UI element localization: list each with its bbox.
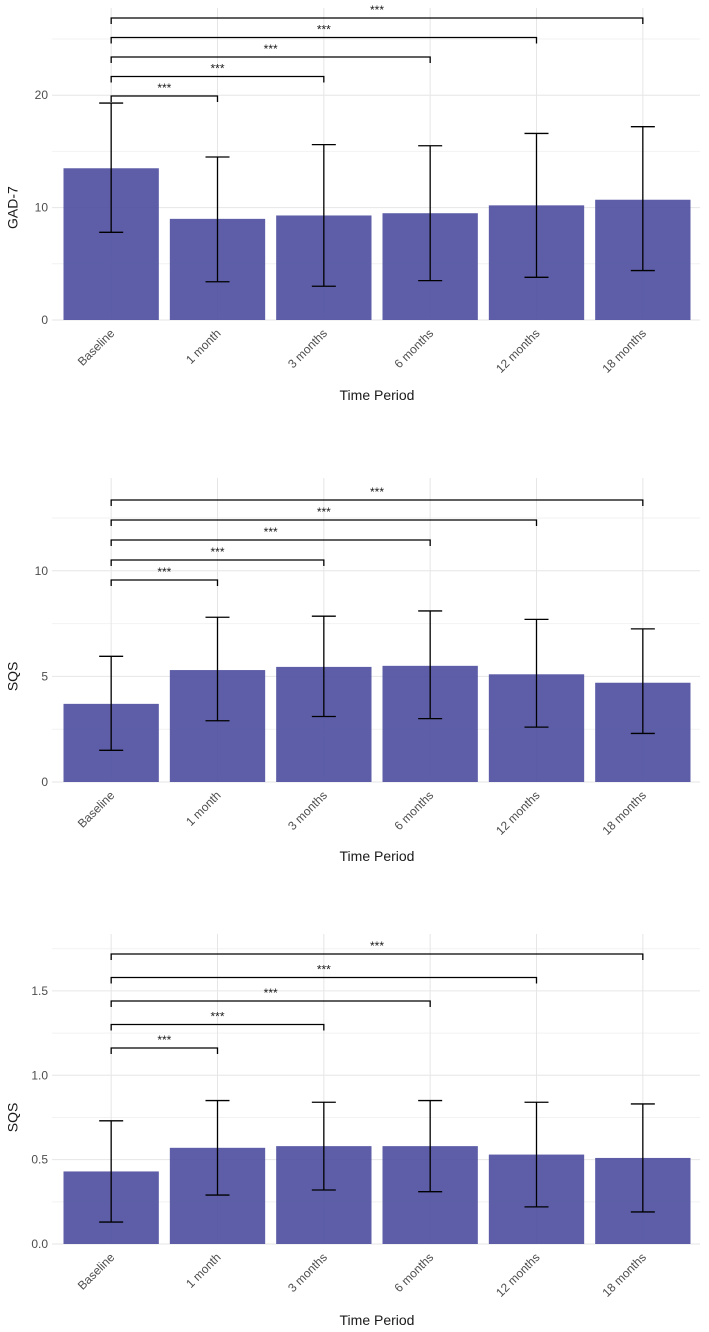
chart-3-significance-bracket-3: *** — [110, 986, 431, 1007]
chart-2-significance-bracket-4: *** — [110, 505, 538, 526]
chart-3-significance-label: *** — [317, 963, 331, 977]
chart-2-y-tick-label: 5 — [41, 669, 48, 683]
chart-2-significance-bracket-5: *** — [110, 485, 644, 506]
chart-1-x-tick-label: 18 months — [599, 326, 649, 376]
chart-1-x-tick-label: 3 months — [285, 326, 330, 371]
chart-1-significance-bracket-4: *** — [110, 23, 538, 44]
chart-2-error-bar-3 — [311, 615, 336, 718]
chart-3-y-tick-label: 1.5 — [31, 984, 48, 998]
chart-1: 0 10 20 *** *** *** *** *** Baseline 1 month 3 mon… — [5, 3, 700, 403]
chart-1-significance-label: *** — [264, 42, 278, 56]
chart-3-x-tick-label: 12 months — [493, 1250, 543, 1300]
chart-1-y-tick-label: 20 — [35, 88, 49, 102]
chart-2-error-bar-5 — [524, 618, 549, 728]
chart-1-significance-label: *** — [157, 81, 171, 95]
chart-1-error-bar-1 — [99, 102, 124, 233]
chart-3-error-bar-4 — [418, 1099, 443, 1193]
chart-2-error-bar-2 — [205, 616, 230, 722]
chart-1-significance-bracket-5: *** — [110, 3, 644, 24]
chart-3-y-tick-label: 0.5 — [31, 1153, 48, 1167]
chart-2-error-bar-4 — [418, 610, 443, 720]
chart-2-significance-label: *** — [157, 565, 171, 579]
chart-2-y-tick-label: 10 — [35, 564, 49, 578]
chart-1-x-tick-label: 1 month — [183, 326, 224, 367]
chart-2-significance-bracket-2: *** — [110, 545, 325, 566]
chart-3: 0.0 0.5 1.0 1.5 *** *** *** *** *** Baseline 1 mon… — [5, 934, 700, 1328]
chart-2-x-tick-label: Baseline — [75, 788, 118, 831]
chart-1-significance-label: *** — [370, 3, 384, 17]
chart-2-significance-label: *** — [264, 525, 278, 539]
chart-1-y-tick-label: 10 — [35, 201, 49, 215]
chart-2-significance-label: *** — [210, 545, 224, 559]
chart-1-significance-label: *** — [317, 23, 331, 37]
chart-1-error-bar-5 — [524, 132, 549, 278]
chart-2-x-tick-label: 18 months — [599, 788, 649, 838]
chart-3-significance-bracket-2: *** — [110, 1010, 325, 1031]
chart-1-significance-label: *** — [210, 62, 224, 76]
chart-2-x-tick-label: 1 month — [183, 788, 224, 829]
chart-3-x-tick-label: 18 months — [599, 1250, 649, 1300]
chart-1-y-tick-label: 0 — [41, 313, 48, 327]
chart-3-error-bar-6 — [630, 1103, 655, 1213]
chart-3-y-tick-label: 0.0 — [31, 1237, 48, 1251]
chart-1-x-tick-label: 12 months — [493, 326, 543, 376]
chart-3-x-tick-label: 6 months — [391, 1250, 436, 1295]
chart-3-error-bar-5 — [524, 1101, 549, 1208]
chart-2-y-axis-title: SQS — [5, 662, 21, 692]
chart-3-significance-bracket-5: *** — [110, 939, 644, 960]
chart-2-significance-label: *** — [370, 485, 384, 499]
chart-3-x-tick-label: 1 month — [183, 1250, 224, 1291]
chart-1-error-bar-6 — [630, 126, 655, 272]
chart-1-x-tick-label: 6 months — [391, 326, 436, 371]
chart-1-error-bar-2 — [205, 156, 230, 283]
chart-1-significance-bracket-1: *** — [110, 81, 219, 102]
chart-2-significance-bracket-3: *** — [110, 525, 431, 546]
chart-3-x-tick-label: Baseline — [75, 1250, 118, 1293]
chart-3-error-bar-1 — [99, 1120, 124, 1223]
chart-3-significance-bracket-1: *** — [110, 1033, 219, 1054]
chart-1-x-tick-label: Baseline — [75, 326, 118, 369]
chart-3-significance-label: *** — [264, 986, 278, 1000]
chart-3-significance-label: *** — [370, 939, 384, 953]
chart-3-significance-label: *** — [210, 1010, 224, 1024]
chart-1-error-bar-3 — [311, 144, 336, 287]
chart-3-significance-label: *** — [157, 1033, 171, 1047]
chart-2-y-tick-label: 0 — [41, 775, 48, 789]
chart-2-x-axis-title: Time Period — [340, 848, 415, 864]
chart-3-x-axis-title: Time Period — [340, 1312, 415, 1328]
chart-3-x-tick-label: 3 months — [285, 1250, 330, 1295]
chart-2-x-tick-label: 3 months — [285, 788, 330, 833]
chart-2-x-tick-label: 6 months — [391, 788, 436, 833]
chart-1-significance-bracket-2: *** — [110, 62, 325, 83]
chart-2-significance-bracket-1: *** — [110, 565, 219, 586]
chart-3-y-axis-title: SQS — [5, 1103, 21, 1133]
chart-2-x-tick-label: 12 months — [493, 788, 543, 838]
chart-1-x-axis-title: Time Period — [340, 387, 415, 403]
chart-3-error-bar-2 — [205, 1099, 230, 1196]
chart-1-significance-bracket-3: *** — [110, 42, 431, 63]
chart-1-error-bar-4 — [418, 145, 443, 282]
chart-2-significance-label: *** — [317, 505, 331, 519]
chart-2-error-bar-1 — [99, 655, 124, 751]
chart-2-error-bar-6 — [630, 628, 655, 735]
chart-3-error-bar-3 — [311, 1101, 336, 1191]
chart-3-significance-bracket-4: *** — [110, 963, 538, 984]
chart-3-y-tick-label: 1.0 — [31, 1068, 48, 1082]
chart-1-y-axis-title: GAD-7 — [5, 186, 21, 229]
chart-2: 0 5 10 *** *** *** *** *** Baseline 1 month 3 mont… — [5, 478, 700, 864]
